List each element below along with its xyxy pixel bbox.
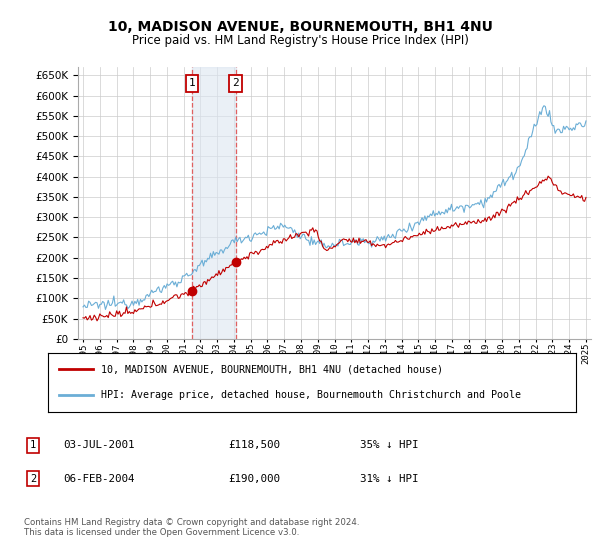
Text: £190,000: £190,000 [228,474,280,484]
Text: 31% ↓ HPI: 31% ↓ HPI [360,474,419,484]
Text: Contains HM Land Registry data © Crown copyright and database right 2024.
This d: Contains HM Land Registry data © Crown c… [24,518,359,538]
Text: 2: 2 [232,78,239,88]
Text: 1: 1 [30,440,36,450]
Text: 10, MADISON AVENUE, BOURNEMOUTH, BH1 4NU (detached house): 10, MADISON AVENUE, BOURNEMOUTH, BH1 4NU… [101,364,443,374]
Text: 10, MADISON AVENUE, BOURNEMOUTH, BH1 4NU: 10, MADISON AVENUE, BOURNEMOUTH, BH1 4NU [107,20,493,34]
Text: 06-FEB-2004: 06-FEB-2004 [63,474,134,484]
Text: 35% ↓ HPI: 35% ↓ HPI [360,440,419,450]
Text: Price paid vs. HM Land Registry's House Price Index (HPI): Price paid vs. HM Land Registry's House … [131,34,469,46]
Text: £118,500: £118,500 [228,440,280,450]
Text: 2: 2 [30,474,36,484]
Text: 1: 1 [188,78,196,88]
Text: HPI: Average price, detached house, Bournemouth Christchurch and Poole: HPI: Average price, detached house, Bour… [101,390,521,400]
Bar [192,67,236,339]
Text: 03-JUL-2001: 03-JUL-2001 [63,440,134,450]
